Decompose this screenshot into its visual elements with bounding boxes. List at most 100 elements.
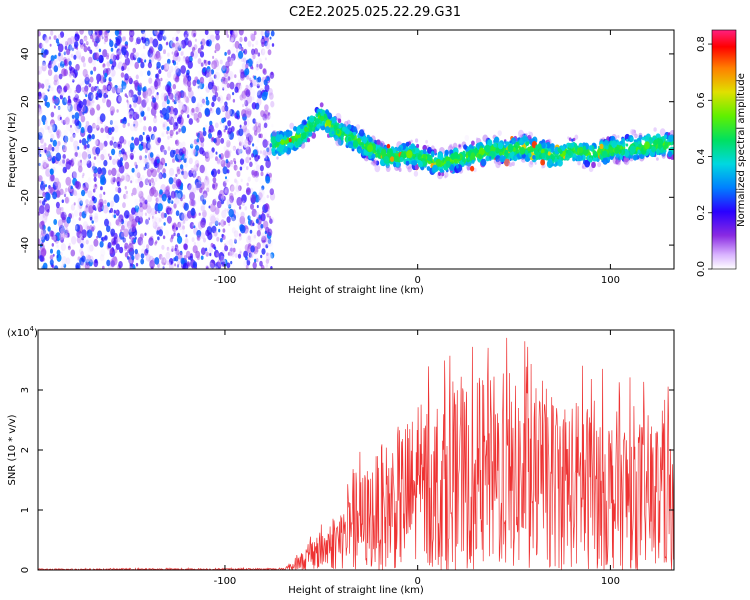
spectrogram-cell: [166, 130, 169, 135]
spectrogram-cell: [139, 155, 143, 161]
spectrogram-cell: [247, 188, 251, 193]
spectrogram-cell: [625, 143, 629, 147]
spectrogram-cell: [44, 119, 48, 125]
spectrogram-cell: [220, 238, 223, 243]
spectrogram-cell: [270, 30, 275, 37]
spectrogram-cell: [109, 117, 115, 125]
spectrogram-cell: [427, 154, 433, 162]
spectrogram-cell: [271, 123, 274, 128]
spectrogram-cell: [40, 182, 46, 191]
spectrogram-cell: [192, 169, 196, 175]
spectrogram-cell: [109, 58, 113, 65]
spectrogram-cell: [574, 134, 579, 140]
spectrogram-cell: [124, 161, 130, 170]
spectrogram-cell: [261, 235, 267, 244]
spectrogram-cell: [224, 245, 229, 252]
spectrogram-cell: [96, 154, 102, 164]
spectrogram-cell: [229, 109, 235, 117]
spectrogram-cell: [64, 97, 68, 103]
spectrogram-cell: [168, 261, 171, 266]
spectrogram-cell: [127, 103, 130, 108]
spectrogram-cell: [244, 244, 250, 252]
spectrogram-cell: [188, 118, 193, 125]
spectrogram-cell: [605, 145, 609, 150]
spectrogram-cell: [79, 38, 84, 45]
spectrogram-cell: [423, 154, 427, 159]
spectrogram-cell: [50, 86, 54, 92]
spectrogram-cell: [163, 257, 168, 264]
spectrogram-cell: [103, 159, 108, 167]
spectrogram-cell: [235, 180, 239, 185]
spectrogram-cell: [162, 172, 167, 179]
spectrogram-cell: [75, 262, 81, 269]
spectrogram-cell: [214, 74, 217, 78]
spectrogram-cell: [143, 67, 147, 74]
spectrogram-cell: [67, 87, 72, 94]
spectrogram-cell: [62, 97, 68, 106]
spectrogram-cell: [165, 78, 168, 83]
spectrogram-cell: [232, 30, 238, 39]
spectrogram-cell: [656, 157, 659, 161]
spectrogram-cell: [98, 88, 101, 94]
spectrogram-cell: [148, 46, 154, 54]
spectrogram-cell: [153, 30, 160, 36]
spectrogram-cell: [78, 55, 82, 60]
spectrogram-cell: [180, 160, 184, 165]
spectrogram-cell: [141, 99, 147, 108]
spectrogram-cell: [192, 223, 195, 227]
spectrogram-cell: [66, 55, 71, 62]
spectrogram-cell: [50, 174, 55, 182]
spectrogram-cell: [528, 161, 534, 168]
spectrogram-cell: [94, 30, 99, 35]
spectrogram-cell: [249, 87, 255, 95]
spectrogram-cell: [124, 172, 130, 181]
spectrogram-cell: [244, 229, 250, 237]
spectrogram-cell: [314, 124, 317, 127]
spectrogram-cell: [373, 160, 377, 165]
spectrogram-cell: [250, 194, 256, 204]
spectrogram-cell: [245, 108, 252, 118]
spectrogram-cell: [156, 92, 159, 96]
spectrogram-cell: [256, 204, 259, 209]
spectrogram-cell: [265, 252, 271, 261]
spectrogram-cell: [176, 56, 181, 62]
spectrogram-cell: [62, 154, 66, 160]
spectrogram-cell: [47, 158, 51, 162]
spectrogram-cell: [46, 150, 53, 160]
spectrogram-cell: [63, 208, 69, 216]
spectrogram-cell: [171, 111, 175, 117]
spectrogram-cell: [50, 133, 55, 141]
spectrogram-cell: [208, 221, 213, 228]
spectrogram-cell: [444, 149, 449, 156]
spectrogram-cell: [475, 137, 479, 141]
spectrogram-cell: [508, 162, 513, 167]
spectrogram-cell: [79, 139, 82, 144]
spectrogram-cell: [264, 57, 267, 61]
spectrogram-cell: [87, 154, 91, 159]
spectrogram-cell: [243, 222, 246, 226]
spectrogram-cell: [113, 209, 117, 214]
snr-scale-exp: 4: [30, 325, 35, 333]
spectrogram-cell: [230, 216, 236, 225]
spectrogram-cell: [183, 96, 187, 102]
spectrogram-cell: [184, 105, 190, 114]
spectrogram-cell: [183, 157, 187, 163]
spectrogram-cell: [168, 177, 174, 185]
spectrogram-cell: [230, 30, 234, 35]
spectrogram-cell: [143, 45, 146, 50]
spectrogram-cell: [212, 184, 216, 189]
spectrogram-cell: [498, 142, 504, 150]
spectrogram-cell: [73, 140, 79, 149]
spectrogram-cell: [573, 143, 578, 148]
spectrogram-cell: [182, 170, 188, 180]
spectrogram-cell: [527, 146, 531, 152]
spectrogram-cell: [171, 51, 174, 55]
spectrogram-cell: [225, 136, 230, 143]
spectrogram-cell: [230, 185, 236, 194]
spectrogram-cell: [57, 34, 62, 40]
spectrogram-cell: [42, 212, 48, 221]
spectrogram-cell: [115, 186, 119, 193]
spectrogram-cell: [216, 182, 219, 187]
spectrogram-cell: [149, 187, 155, 197]
spectrogram-cell: [525, 137, 529, 142]
